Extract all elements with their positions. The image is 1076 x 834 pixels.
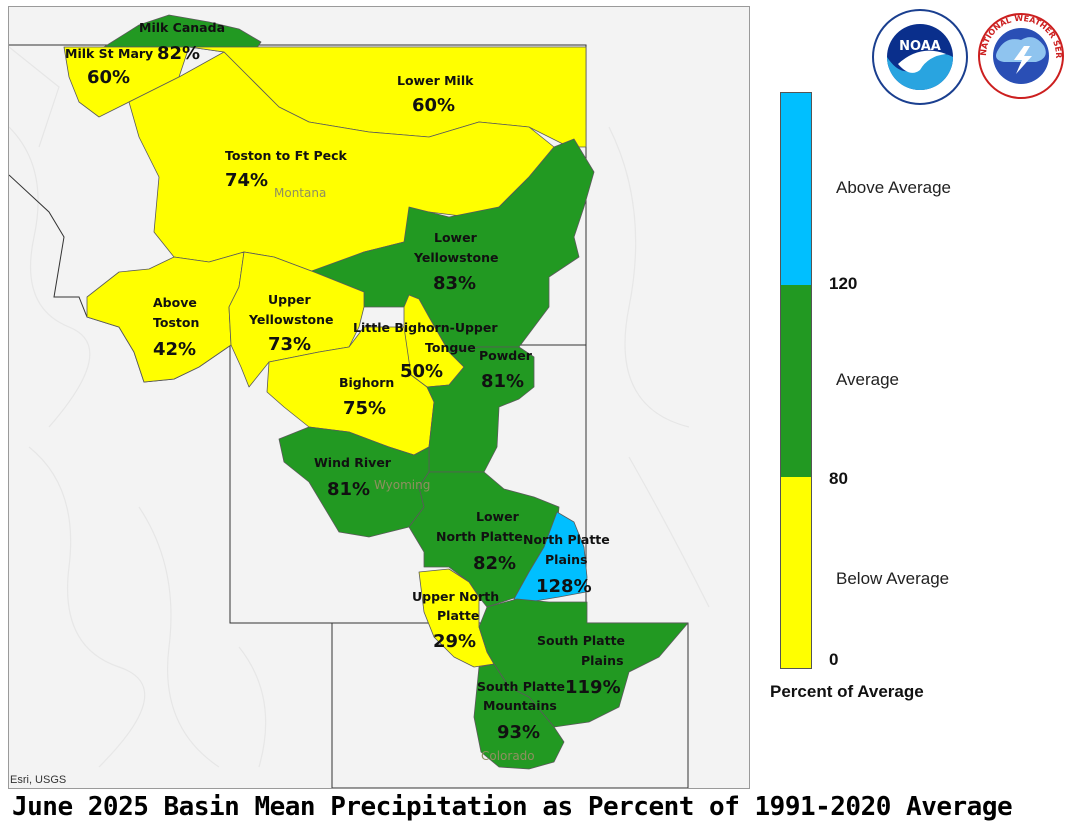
map-credit: Esri, USGS: [10, 774, 67, 786]
basin-powder[interactable]: [426, 346, 535, 473]
basin-name: Plains: [581, 653, 624, 668]
basin-name: North Platte: [436, 529, 523, 544]
basin-name: Upper: [268, 292, 312, 307]
basin-pct: 93%: [497, 722, 540, 743]
basin-north-platte-plains[interactable]: [513, 511, 588, 603]
basin-map: Montana Wyoming Colorado Milk Canada 82%…: [9, 7, 749, 788]
basin-pct: 128%: [536, 576, 592, 597]
basin-name: Mountains: [483, 698, 557, 713]
basin-name: Milk Canada: [139, 20, 225, 35]
basin-labels: Milk Canada 82% Milk St Mary 60% Lower M…: [65, 20, 625, 743]
basin-polygons: [63, 14, 689, 770]
basin-pct: 119%: [565, 677, 621, 698]
basin-pct: 42%: [153, 339, 196, 360]
basin-name: Toston to Ft Peck: [225, 148, 348, 163]
basin-name: Little Bighorn-Upper: [353, 320, 498, 335]
basin-pct: 50%: [400, 361, 443, 382]
legend-label-below: Below Average: [836, 569, 950, 588]
basin-pct: 75%: [343, 398, 386, 419]
legend-color-bar: [780, 92, 812, 669]
basin-pct: 29%: [433, 631, 476, 652]
basin-name: Lower Milk: [397, 73, 474, 88]
basin-pct: 81%: [481, 371, 524, 392]
basin-name: Above: [153, 295, 197, 310]
basin-pct: 60%: [412, 95, 455, 116]
legend-tick-120: 120: [829, 274, 858, 293]
basin-name: Wind River: [314, 455, 392, 470]
legend-swatch-below: [781, 477, 811, 668]
basin-name: Lower: [476, 509, 520, 524]
basin-name: Yellowstone: [248, 312, 333, 327]
legend-label-average: Average: [836, 370, 900, 389]
noaa-logo-text: NOAA: [899, 39, 941, 54]
state-label-wyoming: Wyoming: [374, 478, 430, 492]
basin-name: South Platte: [477, 679, 565, 694]
basin-name: Lower: [434, 230, 478, 245]
basin-name: Tongue: [425, 340, 476, 355]
legend-swatch-above: [781, 93, 811, 285]
basin-name: Yellowstone: [413, 250, 498, 265]
basin-name: North Platte: [523, 532, 610, 547]
map-frame: Montana Wyoming Colorado Milk Canada 82%…: [8, 6, 750, 789]
noaa-logo: NOAA: [872, 9, 968, 105]
legend-tick-0: 0: [829, 650, 839, 669]
state-label-colorado: Colorado: [481, 749, 535, 763]
basin-pct: 60%: [87, 67, 130, 88]
basin-pct: 74%: [225, 170, 268, 191]
basin-name: Bighorn: [339, 375, 394, 390]
legend-label-above: Above Average: [836, 178, 951, 197]
lightning-icon: [1014, 46, 1032, 74]
basin-name: South Platte: [537, 633, 625, 648]
basin-south-platte-plains[interactable]: [478, 598, 689, 728]
basin-pct: 83%: [433, 273, 476, 294]
basin-pct: 82%: [473, 553, 516, 574]
legend-title: Percent of Average: [770, 682, 924, 701]
basin-name: Toston: [153, 315, 199, 330]
basin-south-platte-mountains[interactable]: [473, 663, 565, 770]
basin-pct: 73%: [268, 334, 311, 355]
basin-name: Upper North: [412, 589, 499, 604]
basin-name: Powder: [479, 348, 533, 363]
basin-pct: 81%: [327, 479, 370, 500]
basin-name: Plains: [545, 552, 588, 567]
basin-name: Milk St Mary: [65, 46, 153, 61]
legend-swatch-average: [781, 285, 811, 477]
nws-logo: NATIONAL WEATHER SERVICE: [976, 6, 1064, 99]
legend-tick-80: 80: [829, 469, 848, 488]
terrain-relief: [9, 46, 710, 768]
basin-pct: 82%: [157, 43, 200, 64]
basin-name: Platte: [437, 608, 479, 623]
state-label-montana: Montana: [274, 186, 326, 200]
map-title: June 2025 Basin Mean Precipitation as Pe…: [12, 792, 1013, 822]
